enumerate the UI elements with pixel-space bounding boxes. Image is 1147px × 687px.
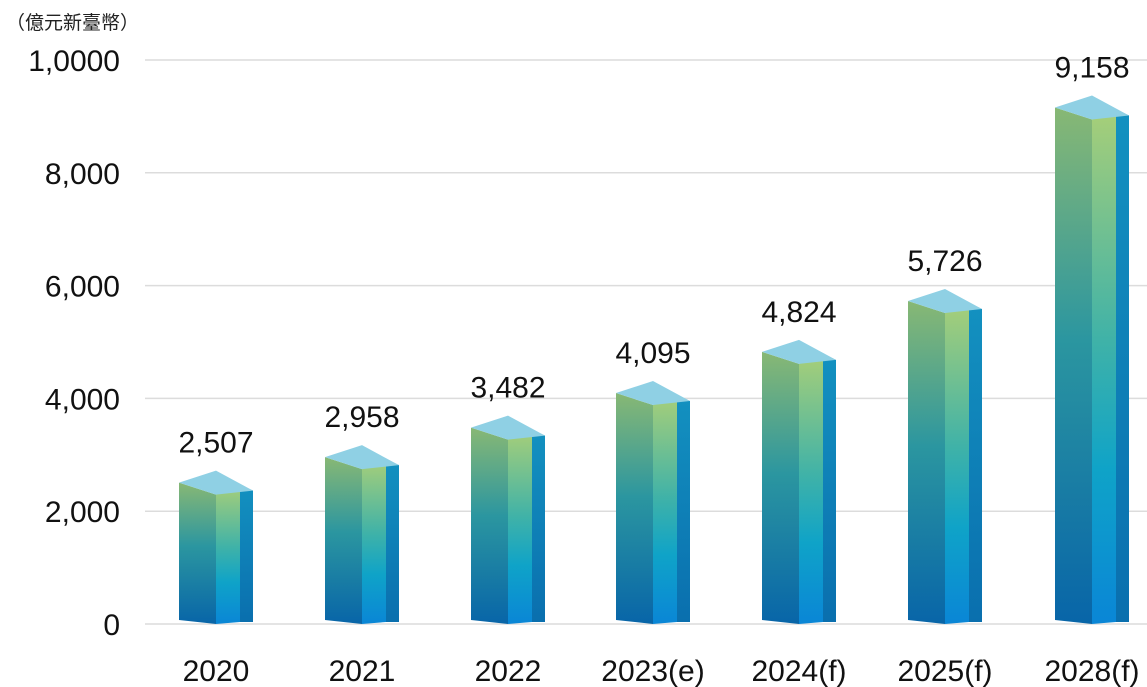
bar-face-left — [1055, 107, 1092, 625]
bar — [471, 415, 545, 624]
x-tick-label: 2021 — [329, 655, 396, 687]
y-tick-label: 6,000 — [45, 271, 120, 304]
data-label: 5,726 — [907, 245, 982, 278]
bar-face-left — [762, 351, 799, 624]
data-label: 4,095 — [615, 337, 690, 370]
data-label: 9,158 — [1054, 51, 1129, 84]
y-tick-label: 8,000 — [45, 158, 120, 191]
x-tick-label: 2025(f) — [897, 655, 992, 687]
data-labels: 2,507 2,958 3,482 4,095 4,824 5,726 9,158 — [178, 51, 1129, 459]
bar-face-left — [325, 457, 362, 624]
bar-cap — [908, 289, 982, 314]
bars — [179, 95, 1129, 625]
unit-label: （億元新臺幣） — [6, 12, 140, 34]
x-tick-label: 2028(f) — [1044, 655, 1139, 687]
y-tick-label: 0 — [103, 609, 120, 642]
bar — [616, 381, 690, 624]
bar — [762, 339, 836, 624]
x-axis-ticks: 2020 2021 2022 2023(e) 2024(f) 2025(f) 2028(f) — [183, 655, 1140, 687]
bar-face-side — [386, 459, 399, 622]
y-tick-label: 1,0000 — [28, 45, 120, 78]
bar-face-side — [677, 395, 690, 622]
x-tick-label: 2024(f) — [751, 655, 846, 687]
bar-cap — [1055, 95, 1129, 120]
y-tick-label: 2,000 — [45, 496, 120, 529]
data-label: 2,507 — [178, 427, 253, 460]
bar-face-front — [508, 429, 532, 624]
bar-cap — [762, 339, 836, 364]
data-label: 2,958 — [324, 401, 399, 434]
x-tick-label: 2023(e) — [601, 655, 704, 687]
bar-face-front — [653, 395, 677, 624]
bar-face-left — [471, 427, 508, 624]
data-label: 3,482 — [470, 372, 545, 405]
bar-face-left — [179, 482, 216, 624]
bar — [325, 445, 399, 624]
data-label: 4,824 — [761, 296, 836, 329]
bar-cap — [616, 381, 690, 406]
bar-face-front — [362, 459, 386, 624]
bar-face-side — [532, 429, 545, 622]
bar-face-left — [908, 301, 945, 624]
bar-cap — [179, 470, 253, 495]
bar-face-left — [616, 393, 653, 624]
bar-face-side — [240, 484, 253, 622]
bar-face-front — [945, 303, 969, 624]
bar — [908, 289, 982, 624]
bar-face-front — [1092, 109, 1116, 625]
x-tick-label: 2022 — [475, 655, 542, 687]
bar-face-side — [823, 353, 836, 622]
bar-cap — [471, 415, 545, 440]
bar-face-front — [216, 484, 240, 624]
bar-face-side — [1116, 109, 1129, 623]
y-tick-label: 4,000 — [45, 383, 120, 416]
bar-face-side — [969, 303, 982, 622]
bar — [1055, 95, 1129, 625]
bar-face-front — [799, 353, 823, 624]
bar-cap — [325, 445, 399, 470]
x-tick-label: 2020 — [183, 655, 250, 687]
bar — [179, 470, 253, 624]
y-axis-ticks: 0 2,000 4,000 6,000 8,000 1,0000 — [28, 45, 120, 642]
